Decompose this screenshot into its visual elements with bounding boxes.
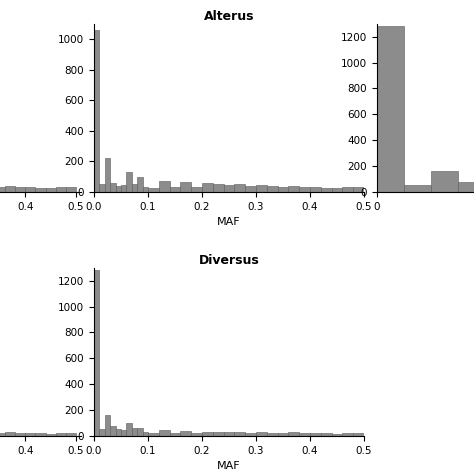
Bar <box>224 432 234 436</box>
Bar <box>159 182 170 192</box>
Bar <box>105 158 110 192</box>
Bar <box>245 186 256 192</box>
Bar <box>245 433 256 436</box>
Bar <box>404 185 431 192</box>
Bar <box>213 432 224 436</box>
Bar <box>321 433 331 436</box>
Bar <box>66 433 76 436</box>
Bar <box>181 182 191 192</box>
Bar <box>170 187 181 192</box>
Bar <box>278 187 288 192</box>
Bar <box>148 433 159 436</box>
Bar <box>116 186 121 192</box>
Bar <box>148 188 159 192</box>
Bar <box>55 434 66 436</box>
Bar <box>331 188 342 192</box>
Bar <box>66 187 76 192</box>
Bar <box>202 431 213 436</box>
Bar <box>105 415 110 436</box>
Bar <box>353 433 364 436</box>
Bar <box>234 432 245 436</box>
Bar <box>15 434 25 436</box>
Bar <box>132 183 137 192</box>
Bar <box>0 433 5 436</box>
Bar <box>256 432 267 436</box>
Bar <box>110 183 116 192</box>
Bar <box>143 432 148 436</box>
Bar <box>310 433 321 436</box>
Bar <box>213 184 224 192</box>
X-axis label: MAF: MAF <box>217 461 241 471</box>
Bar <box>278 433 288 436</box>
Bar <box>310 187 321 192</box>
Bar <box>299 434 310 436</box>
Bar <box>46 434 55 436</box>
Bar <box>5 432 15 436</box>
Bar <box>116 429 121 436</box>
Bar <box>121 185 127 192</box>
Bar <box>202 183 213 192</box>
X-axis label: MAF: MAF <box>217 217 241 228</box>
Bar <box>256 185 267 192</box>
Bar <box>181 431 191 436</box>
Bar <box>159 430 170 436</box>
Bar <box>36 433 46 436</box>
Bar <box>94 270 100 436</box>
Bar <box>353 187 364 192</box>
Bar <box>100 184 105 192</box>
Bar <box>377 26 404 192</box>
Bar <box>46 188 55 192</box>
Bar <box>36 188 46 192</box>
Bar <box>267 186 278 192</box>
Bar <box>288 186 299 192</box>
Bar <box>127 172 132 192</box>
Bar <box>137 177 143 192</box>
Bar <box>127 423 132 436</box>
Bar <box>5 186 15 192</box>
Bar <box>94 30 100 192</box>
Bar <box>0 187 5 192</box>
Bar <box>431 171 458 192</box>
Bar <box>458 182 474 192</box>
Bar <box>170 433 181 436</box>
Bar <box>288 432 299 436</box>
Bar <box>191 433 202 436</box>
Bar <box>15 187 25 192</box>
Bar <box>342 434 353 436</box>
Bar <box>224 185 234 192</box>
Bar <box>137 428 143 436</box>
Bar <box>267 433 278 436</box>
Bar <box>299 187 310 192</box>
Bar <box>121 429 127 436</box>
Bar <box>234 184 245 192</box>
Bar <box>100 429 105 436</box>
Bar <box>321 188 331 192</box>
Title: Diversus: Diversus <box>199 254 259 266</box>
Bar <box>191 187 202 192</box>
Bar <box>342 187 353 192</box>
Bar <box>331 434 342 436</box>
Bar <box>143 187 148 192</box>
Bar <box>55 187 66 192</box>
Title: Alterus: Alterus <box>204 9 254 23</box>
Bar <box>110 427 116 436</box>
Bar <box>25 433 36 436</box>
Bar <box>25 187 36 192</box>
Bar <box>132 428 137 436</box>
